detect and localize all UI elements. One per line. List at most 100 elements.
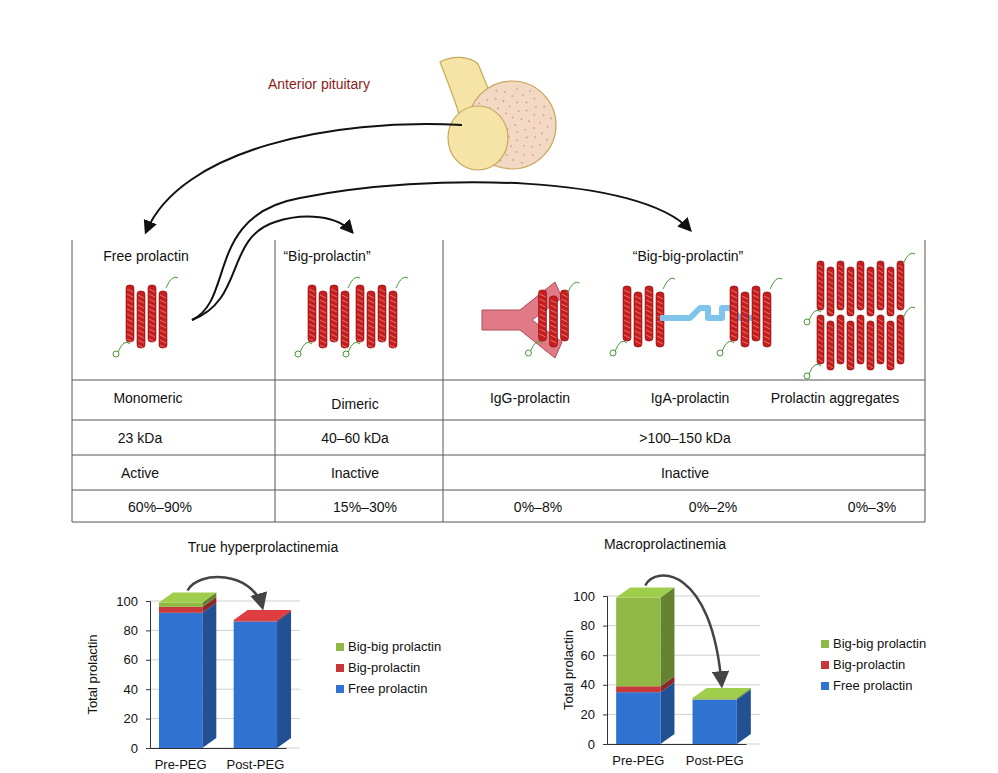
y-tick-mark [146, 689, 150, 690]
helix-turn [838, 324, 843, 327]
helix-turn [818, 280, 823, 283]
helix-turn [635, 316, 641, 319]
helix-turn [878, 354, 883, 357]
helix-turn [309, 324, 315, 327]
helix-turn [320, 310, 326, 313]
pituitary-dot [523, 145, 525, 147]
helix-turn [624, 305, 630, 308]
helix [319, 291, 327, 348]
helix-turn [858, 275, 863, 278]
helix-turn [646, 295, 652, 298]
pituitary-dot [505, 112, 507, 114]
helix-turn [160, 300, 166, 303]
helix-turn [540, 334, 546, 337]
helix-turn [309, 289, 315, 292]
pituitary-dot [511, 95, 513, 97]
helix-turn [379, 299, 385, 302]
y-tick-mark [146, 748, 150, 749]
helix-turn [838, 265, 843, 268]
legend-label: Free prolactin [348, 681, 427, 696]
x-axis-line [151, 748, 287, 749]
helix-turn [888, 281, 893, 284]
pituitary-dot [533, 127, 535, 129]
helix-turn [848, 330, 853, 333]
pituitary [440, 57, 556, 170]
helix-turn [368, 335, 374, 338]
helix [897, 261, 904, 310]
helix-turn [898, 319, 903, 322]
helix-turn [624, 290, 630, 293]
helix-turn [753, 325, 759, 328]
helix-turn [828, 345, 833, 348]
bar-segment [616, 692, 660, 744]
helix-turn [624, 310, 630, 313]
helix-turn [838, 300, 843, 303]
helix-turn [878, 270, 883, 273]
helix-turn [540, 319, 546, 322]
bar-side [202, 603, 216, 748]
helix-turn [848, 345, 853, 348]
form-label: Dimeric [331, 396, 378, 412]
helix-body [857, 315, 864, 364]
helix [877, 261, 884, 310]
helix-turn [331, 299, 337, 302]
helix-turn [160, 325, 166, 328]
helix-turn [149, 299, 155, 302]
helix [148, 285, 156, 342]
helix-turn [868, 296, 873, 299]
column-header: “Big-big-prolactin” [633, 248, 744, 264]
helix-bundle [295, 277, 360, 357]
legend-swatch [821, 661, 829, 669]
bar-top [234, 610, 291, 620]
helix-turn [868, 355, 873, 358]
helix-turn [838, 270, 843, 273]
helix-turn [828, 340, 833, 343]
helix-body [126, 285, 134, 342]
loop [568, 282, 580, 293]
arrows [146, 124, 690, 320]
helix-turn [149, 289, 155, 292]
loop [615, 341, 627, 351]
pituitary-dot [523, 154, 525, 156]
y-tick-label: 100 [116, 594, 138, 609]
helix-turn [868, 335, 873, 338]
helix-turn [357, 309, 363, 312]
helix-turn [657, 311, 663, 314]
bar-segment [616, 686, 660, 692]
helix-turn [379, 314, 385, 317]
helix-body [837, 261, 844, 310]
x-tick-label: Post-PEG [686, 753, 744, 768]
y-tick-label: 20 [124, 711, 138, 726]
helix-turn [731, 325, 737, 328]
pituitary-dot [518, 110, 520, 112]
helix-turn [818, 319, 823, 322]
helix-turn [562, 304, 568, 307]
helix-turn [551, 340, 557, 343]
share-label: 0%–2% [689, 499, 737, 515]
helix-turn [848, 335, 853, 338]
pituitary-dot [497, 107, 499, 109]
x-tick-label: Post-PEG [226, 757, 284, 772]
helix-turn [138, 305, 144, 308]
helix-turn [848, 296, 853, 299]
pituitary-dot [532, 154, 534, 156]
helix-turn [828, 365, 833, 368]
helix-turn [635, 301, 641, 304]
pituitary-dot [546, 139, 548, 141]
y-tick-label: 100 [573, 589, 595, 604]
helix-turn [331, 304, 337, 307]
x-tick: Post-PEG [226, 748, 284, 772]
helix-turn [764, 296, 770, 299]
helix-turn [138, 345, 144, 348]
helix-turn [868, 291, 873, 294]
helix-body [817, 261, 824, 310]
helix [550, 296, 558, 347]
helix-turn [635, 296, 641, 299]
pituitary-dot [522, 94, 524, 96]
helix-turn [828, 296, 833, 299]
y-tick-mark [146, 630, 150, 631]
helix-turn [368, 325, 374, 328]
pituitary-dot [531, 146, 533, 148]
pituitary-dot [539, 144, 541, 146]
legend-swatch [336, 685, 344, 693]
